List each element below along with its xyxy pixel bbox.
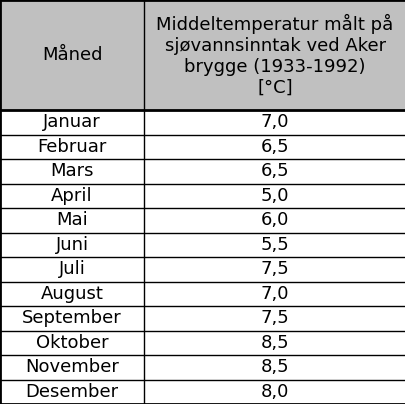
Bar [0,110,405,404]
Bar [0,0,405,110]
Text: Desember: Desember [26,383,118,401]
Text: November: November [25,358,119,376]
Text: August: August [40,285,103,303]
Text: 5,0: 5,0 [260,187,289,205]
Text: 8,0: 8,0 [260,383,288,401]
Text: Måned: Måned [42,46,102,64]
Text: Juni: Juni [55,236,88,254]
Text: 6,0: 6,0 [260,211,288,229]
Text: April: April [51,187,93,205]
Text: 5,5: 5,5 [260,236,289,254]
Text: 8,5: 8,5 [260,334,289,352]
Text: 7,0: 7,0 [260,114,289,131]
Text: 6,5: 6,5 [260,162,289,181]
Text: 7,5: 7,5 [260,260,289,278]
Text: Mai: Mai [56,211,88,229]
Text: 7,5: 7,5 [260,309,289,327]
Text: Juli: Juli [58,260,85,278]
Text: Oktober: Oktober [36,334,108,352]
Text: Middeltemperatur målt på
sjøvannsinntak ved Aker
brygge (1933-1992)
[°C]: Middeltemperatur målt på sjøvannsinntak … [156,14,393,96]
Text: Mars: Mars [50,162,94,181]
Text: 6,5: 6,5 [260,138,289,156]
Text: 7,0: 7,0 [260,285,289,303]
Text: September: September [22,309,122,327]
Text: 8,5: 8,5 [260,358,289,376]
Text: Februar: Februar [37,138,107,156]
Text: Januar: Januar [43,114,101,131]
